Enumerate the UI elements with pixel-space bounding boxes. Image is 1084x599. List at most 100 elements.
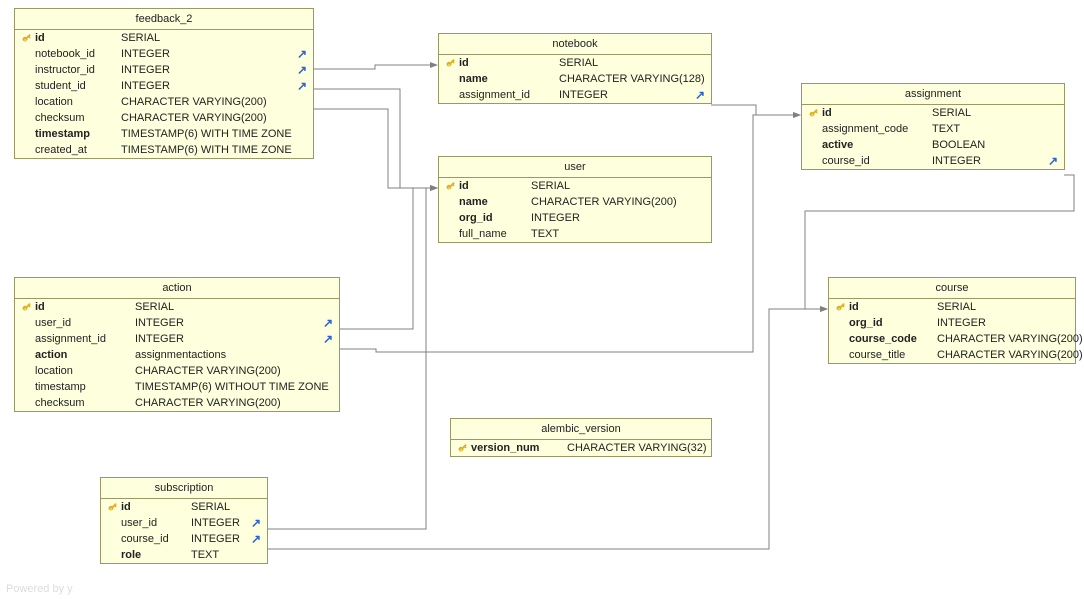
column-type: assignmentactions xyxy=(135,349,317,361)
fk-slot: ↗ xyxy=(245,517,261,529)
relationship-edge xyxy=(313,89,437,188)
column-type: CHARACTER VARYING(200) xyxy=(121,112,291,124)
table-row: checksumCHARACTER VARYING(200) xyxy=(15,395,339,411)
table-title: subscription xyxy=(101,478,267,499)
column-name: assignment_id xyxy=(459,89,559,101)
column-name: version_num xyxy=(471,442,567,454)
table-action: actionidSERIALuser_idINTEGER↗assignment_… xyxy=(14,277,340,412)
column-type: TEXT xyxy=(531,228,689,240)
fk-slot: ↗ xyxy=(291,48,307,60)
table-row: idSERIAL xyxy=(829,299,1075,315)
table-row: user_idINTEGER↗ xyxy=(101,515,267,531)
primary-key-icon xyxy=(22,302,33,313)
table-row: notebook_idINTEGER ↗ xyxy=(15,46,313,62)
table-title: alembic_version xyxy=(451,419,711,440)
column-name: student_id xyxy=(35,80,121,92)
column-type: SERIAL xyxy=(135,301,317,313)
fk-slot: ↗ xyxy=(317,333,333,345)
primary-key-icon xyxy=(108,502,119,513)
table-feedback_2: feedback_2idSERIALnotebook_idINTEGER↗ins… xyxy=(14,8,314,159)
column-type: SERIAL xyxy=(531,180,689,192)
column-type: INTEGER xyxy=(559,89,689,101)
column-type: INTEGER xyxy=(121,48,291,60)
column-name: course_id xyxy=(822,155,932,167)
column-name: user_id xyxy=(35,317,135,329)
table-title: course xyxy=(829,278,1075,299)
table-title: user xyxy=(439,157,711,178)
table-row: idSERIAL xyxy=(439,178,711,194)
column-type: BOOLEAN xyxy=(932,139,1042,151)
column-name: instructor_id xyxy=(35,64,121,76)
column-name: full_name xyxy=(459,228,531,240)
table-row: course_titleCHARACTER VARYING(200) xyxy=(829,347,1075,363)
table-row: idSERIAL xyxy=(15,30,313,46)
column-type: INTEGER xyxy=(135,317,317,329)
table-row: org_idINTEGER xyxy=(829,315,1075,331)
foreign-key-icon: ↗ xyxy=(1048,155,1058,167)
table-row: idSERIAL xyxy=(101,499,267,515)
table-title: feedback_2 xyxy=(15,9,313,30)
column-name: id xyxy=(35,301,135,313)
table-row: org_idINTEGER xyxy=(439,210,711,226)
primary-key-icon xyxy=(446,58,457,69)
column-name: checksum xyxy=(35,397,135,409)
table-row: assignment_codeTEXT xyxy=(802,121,1064,137)
column-type: TEXT xyxy=(932,123,1042,135)
foreign-key-icon: ↗ xyxy=(297,64,307,76)
key-slot xyxy=(443,58,459,69)
column-type: TIMESTAMP(6) WITHOUT TIME ZONE xyxy=(135,381,333,393)
foreign-key-icon: ↗ xyxy=(323,333,333,345)
foreign-key-icon: ↗ xyxy=(251,517,261,529)
column-name: id xyxy=(459,180,531,192)
column-name: course_title xyxy=(849,349,937,361)
column-name: id xyxy=(459,57,559,69)
table-row: checksumCHARACTER VARYING(200) xyxy=(15,110,313,126)
column-name: course_id xyxy=(121,533,191,545)
table-notebook: notebookidSERIALnameCHARACTER VARYING(12… xyxy=(438,33,712,104)
column-name: name xyxy=(459,73,559,85)
table-row: idSERIAL xyxy=(802,105,1064,121)
primary-key-icon xyxy=(22,33,33,44)
column-name: id xyxy=(822,107,932,119)
fk-slot: ↗ xyxy=(317,317,333,329)
column-type: CHARACTER VARYING(200) xyxy=(937,333,1084,345)
table-row: assignment_idINTEGER↗ xyxy=(439,87,711,103)
table-row: timestampTIMESTAMP(6) WITH TIME ZONE xyxy=(15,126,313,142)
foreign-key-icon: ↗ xyxy=(297,48,307,60)
column-type: INTEGER xyxy=(531,212,689,224)
relationship-edge xyxy=(711,105,800,115)
column-name: action xyxy=(35,349,135,361)
foreign-key-icon: ↗ xyxy=(251,533,261,545)
column-type: SERIAL xyxy=(191,501,245,513)
column-type: SERIAL xyxy=(559,57,689,69)
fk-slot: ↗ xyxy=(291,80,307,92)
column-type: INTEGER xyxy=(932,155,1042,167)
column-type: SERIAL xyxy=(937,301,1053,313)
column-name: org_id xyxy=(459,212,531,224)
table-row: instructor_idINTEGER ↗ xyxy=(15,62,313,78)
column-name: id xyxy=(121,501,191,513)
column-name: user_id xyxy=(121,517,191,529)
column-name: course_code xyxy=(849,333,937,345)
column-name: location xyxy=(35,365,135,377)
fk-slot: ↗ xyxy=(245,533,261,545)
column-type: INTEGER xyxy=(121,64,291,76)
column-type: SERIAL xyxy=(121,32,291,44)
fk-slot: ↗ xyxy=(291,64,307,76)
column-type: CHARACTER VARYING(200) xyxy=(937,349,1084,361)
table-row: student_idINTEGER↗ xyxy=(15,78,313,94)
table-row: course_codeCHARACTER VARYING(200) xyxy=(829,331,1075,347)
table-row: created_atTIMESTAMP(6) WITH TIME ZONE xyxy=(15,142,313,158)
column-type: INTEGER xyxy=(135,333,317,345)
column-name: assignment_id xyxy=(35,333,135,345)
column-name: location xyxy=(35,96,121,108)
table-row: timestampTIMESTAMP(6) WITHOUT TIME ZONE xyxy=(15,379,339,395)
column-type: CHARACTER VARYING(200) xyxy=(531,196,689,208)
table-user: useridSERIALnameCHARACTER VARYING(200)or… xyxy=(438,156,712,243)
primary-key-icon xyxy=(458,443,469,454)
column-name: notebook_id xyxy=(35,48,121,60)
foreign-key-icon: ↗ xyxy=(297,80,307,92)
column-type: INTEGER xyxy=(191,533,245,545)
relationship-edge xyxy=(313,65,437,69)
primary-key-icon xyxy=(836,302,847,313)
